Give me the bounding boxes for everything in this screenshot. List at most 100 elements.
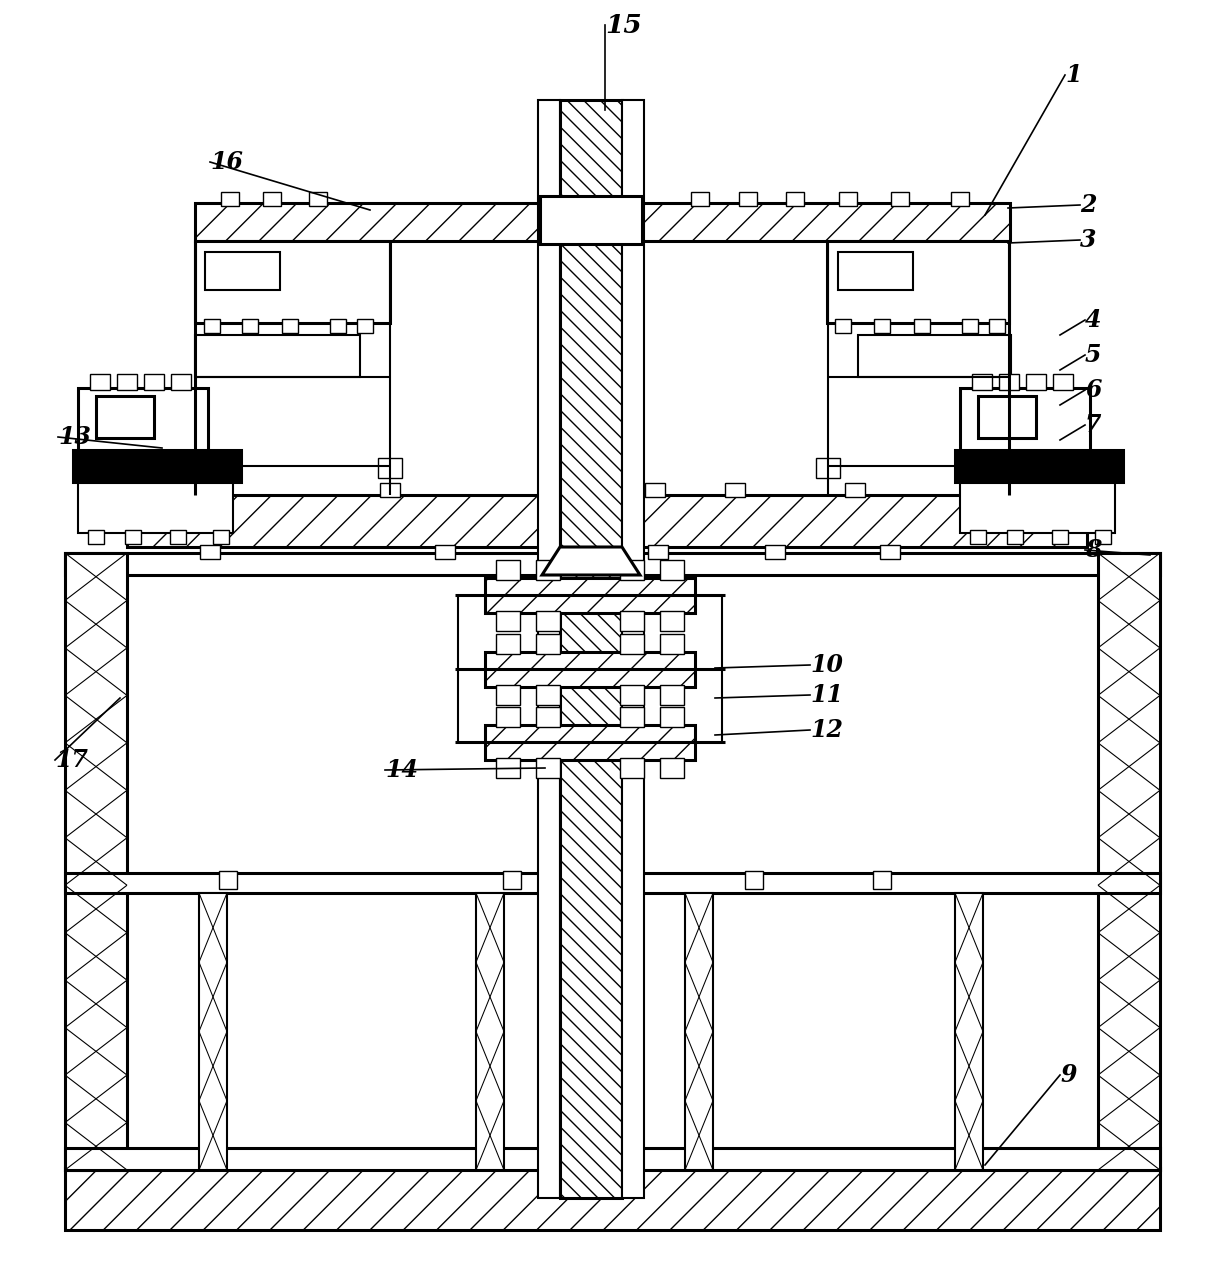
Bar: [65, 1167, 1160, 1230]
Bar: [1096, 530, 1112, 544]
Bar: [1025, 453, 1043, 521]
Bar: [660, 611, 684, 631]
Bar: [206, 252, 279, 291]
Bar: [65, 873, 1160, 893]
Bar: [835, 319, 851, 333]
Bar: [827, 241, 1009, 323]
Bar: [496, 758, 519, 778]
Bar: [263, 192, 281, 206]
Bar: [787, 192, 804, 206]
Bar: [485, 652, 696, 687]
Bar: [684, 893, 713, 1170]
Bar: [745, 870, 763, 890]
Bar: [691, 192, 709, 206]
Bar: [143, 453, 161, 521]
Bar: [1007, 530, 1023, 544]
Bar: [213, 530, 229, 544]
Bar: [620, 758, 644, 778]
Bar: [199, 545, 220, 559]
Bar: [117, 374, 137, 390]
Bar: [127, 495, 1087, 547]
Text: 6: 6: [1085, 378, 1102, 402]
Bar: [891, 192, 908, 206]
Text: 14: 14: [385, 758, 419, 782]
Bar: [1000, 374, 1019, 390]
Bar: [78, 388, 208, 453]
Bar: [858, 335, 1011, 378]
Bar: [158, 483, 178, 497]
Bar: [65, 553, 1160, 575]
Bar: [1053, 374, 1073, 390]
Bar: [496, 611, 519, 631]
Text: 13: 13: [58, 425, 91, 449]
Bar: [496, 685, 519, 705]
Bar: [560, 483, 580, 497]
Bar: [194, 241, 390, 323]
Bar: [309, 192, 327, 206]
Bar: [357, 319, 373, 333]
Text: 15: 15: [604, 13, 641, 37]
Bar: [73, 451, 241, 483]
Text: 10: 10: [810, 653, 843, 677]
Bar: [496, 634, 519, 654]
Bar: [660, 634, 684, 654]
Bar: [535, 707, 560, 727]
Bar: [194, 204, 1009, 241]
Text: 7: 7: [1085, 413, 1102, 436]
Bar: [913, 319, 929, 333]
Bar: [952, 192, 969, 206]
Bar: [535, 634, 560, 654]
Bar: [660, 561, 684, 580]
Bar: [485, 579, 696, 613]
Bar: [620, 685, 644, 705]
Bar: [972, 374, 992, 390]
Polygon shape: [542, 547, 640, 575]
Bar: [873, 870, 891, 890]
Bar: [330, 319, 346, 333]
Text: 2: 2: [1080, 193, 1097, 218]
Bar: [960, 483, 1115, 532]
Bar: [764, 545, 785, 559]
Bar: [204, 319, 220, 333]
Bar: [222, 192, 239, 206]
Text: 4: 4: [1085, 308, 1102, 332]
Bar: [78, 483, 233, 532]
Bar: [880, 545, 900, 559]
Bar: [87, 530, 103, 544]
Bar: [955, 893, 984, 1170]
Bar: [90, 374, 110, 390]
Bar: [970, 453, 988, 521]
Text: 9: 9: [1060, 1062, 1076, 1087]
Bar: [660, 758, 684, 778]
Bar: [1098, 553, 1160, 1170]
Bar: [65, 1148, 1160, 1170]
Bar: [170, 530, 186, 544]
Bar: [535, 758, 560, 778]
Bar: [538, 100, 560, 1198]
Text: 3: 3: [1080, 228, 1097, 252]
Bar: [535, 611, 560, 631]
Bar: [87, 453, 106, 521]
Bar: [560, 100, 622, 1198]
Bar: [476, 893, 503, 1170]
Bar: [874, 319, 890, 333]
Bar: [838, 252, 913, 291]
Bar: [171, 374, 191, 390]
Bar: [144, 374, 164, 390]
Bar: [725, 483, 745, 497]
Bar: [620, 634, 644, 654]
Text: 1: 1: [1065, 63, 1082, 87]
Bar: [535, 561, 560, 580]
Bar: [648, 545, 668, 559]
Bar: [435, 545, 455, 559]
Bar: [243, 319, 259, 333]
Bar: [970, 530, 986, 544]
Bar: [199, 893, 227, 1170]
Bar: [960, 388, 1089, 453]
Bar: [1025, 374, 1046, 390]
Bar: [961, 319, 977, 333]
Bar: [65, 553, 127, 1170]
Bar: [219, 870, 238, 890]
Bar: [503, 870, 521, 890]
Bar: [380, 483, 400, 497]
